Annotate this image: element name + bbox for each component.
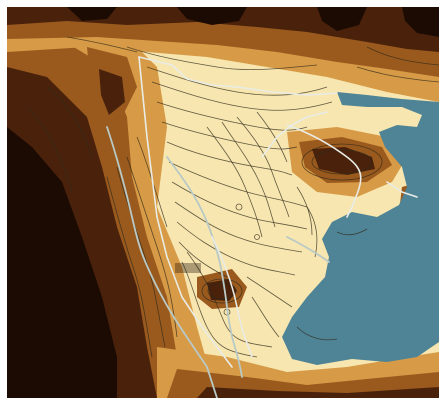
map-labels [21,239,201,273]
topographic-map[interactable] [7,7,439,398]
roads[interactable] [106,126,330,398]
road-west [106,126,218,398]
trail-east [286,124,362,218]
trail-far-east [386,181,418,198]
lake[interactable] [282,92,439,365]
east-ridge-dark [312,147,375,175]
west-peak [7,127,117,398]
trail-ridge [261,111,328,158]
road-east-shore [286,236,330,263]
trails[interactable] [138,56,418,368]
south-slope-dark [197,387,439,398]
road-central [166,156,243,378]
trail-west [138,56,233,368]
north-peaks [67,7,439,37]
northwest-spur-core [99,69,125,115]
trail-north [138,56,338,96]
trail-inner [211,236,253,358]
